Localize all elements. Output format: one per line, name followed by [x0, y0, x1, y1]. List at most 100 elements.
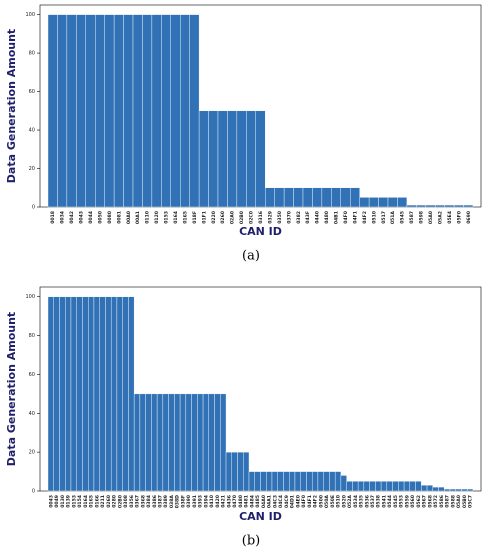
bar — [277, 471, 284, 492]
x-tick-label: 0510 — [336, 495, 342, 508]
x-tick-label: 0545 — [393, 495, 399, 508]
x-tick-label: 0567 — [422, 495, 428, 508]
bar — [368, 197, 379, 208]
x-tick-label: 050A — [324, 495, 330, 509]
bar — [387, 197, 398, 208]
bar — [208, 393, 215, 492]
bar — [208, 110, 219, 208]
y-tick-label: 80 — [29, 333, 35, 339]
bar — [352, 481, 359, 492]
x-tick-label: 038A — [169, 495, 175, 509]
x-tick-label: 0562 — [416, 495, 422, 508]
x-tick-label: 0154 — [77, 495, 83, 508]
bar — [300, 471, 307, 492]
bar — [174, 393, 181, 492]
x-tick-label: 0081 — [116, 211, 122, 224]
x-tick-label: 0166 — [94, 495, 100, 508]
bar — [375, 481, 382, 492]
x-tick-label: 0534 — [353, 495, 359, 508]
x-tick-label: 0420 — [215, 495, 221, 508]
bar — [116, 296, 123, 492]
x-tick-label: 0560 — [410, 495, 416, 508]
x-tick-label: 0260 — [220, 211, 226, 224]
bar — [467, 488, 474, 492]
x-tick-label: 0568 — [427, 495, 433, 508]
bar — [386, 481, 393, 492]
bar — [357, 481, 365, 492]
y-tick-label: 0 — [32, 489, 35, 495]
x-tick-label: 04B1 — [334, 211, 340, 224]
bar — [346, 481, 353, 492]
x-tick-label: 05B0 — [462, 495, 468, 508]
x-tick-label: 0049 — [54, 495, 60, 508]
bar — [170, 14, 181, 208]
x-tick-label: 0165 — [182, 211, 188, 224]
bar — [321, 187, 332, 208]
bar — [76, 14, 86, 208]
bar — [449, 488, 456, 492]
bar — [162, 393, 169, 492]
x-tick-label: 02B0 — [117, 495, 123, 508]
x-axis-label: CAN ID — [239, 510, 282, 523]
bar — [57, 14, 68, 208]
x-tick-label: 050E — [330, 495, 336, 508]
x-tick-label: 0440 — [315, 211, 321, 224]
bar — [444, 204, 455, 208]
bar — [340, 475, 347, 492]
bar — [255, 110, 266, 208]
bar — [331, 187, 341, 208]
y-axis-label: Data Generation Amount — [5, 29, 18, 183]
x-tick-label: 05A0 — [428, 211, 434, 224]
y-axis-label: Data Generation Amount — [5, 312, 18, 466]
y-tick-label: 60 — [29, 372, 35, 378]
bar — [47, 14, 58, 208]
bar — [82, 296, 89, 492]
bar — [65, 296, 72, 492]
x-tick-label: 0587 — [445, 495, 451, 508]
bar — [435, 204, 445, 208]
x-tick-label: 0544 — [387, 495, 393, 508]
x-tick-label: 0481 — [244, 495, 250, 508]
x-tick-label: 0044 — [88, 211, 94, 224]
x-tick-label: 05F0 — [456, 211, 462, 224]
bar — [415, 481, 422, 492]
x-tick-label: 0356 — [129, 495, 135, 508]
x-tick-label: 04E0 — [295, 495, 301, 508]
x-tick-label: 05A2 — [437, 211, 443, 224]
x-tick-label: 0520 — [341, 495, 347, 508]
x-tick-label: 0480 — [324, 211, 330, 224]
x-tick-label: 0153 — [71, 495, 77, 508]
bar — [70, 296, 77, 492]
x-tick-label: 0260 — [106, 495, 112, 508]
bar — [369, 481, 376, 492]
x-tick-label: 0537 — [370, 495, 376, 508]
x-tick-label: 0386 — [152, 495, 158, 508]
x-tick-label: 0536 — [364, 495, 370, 508]
bar — [145, 393, 152, 492]
x-tick-label: 0535 — [359, 495, 365, 508]
x-tick-label: 0384 — [146, 495, 152, 508]
x-tick-label: 04F1 — [352, 211, 358, 224]
x-tick-label: 0510 — [371, 211, 377, 224]
x-tick-label: 05E4 — [447, 211, 453, 224]
x-tick-label: 02C0 — [249, 211, 255, 224]
bar — [133, 393, 141, 492]
bar — [156, 393, 164, 492]
x-tick-label: 0018 — [50, 211, 56, 224]
bar — [189, 14, 200, 208]
y-tick-label: 40 — [29, 128, 35, 134]
bar — [416, 204, 426, 208]
bar — [104, 14, 115, 208]
bar — [403, 481, 411, 492]
bar — [113, 14, 124, 208]
x-tick-label: 0410 — [209, 495, 215, 508]
x-tick-label: 0394 — [203, 495, 209, 508]
bar — [142, 14, 153, 208]
x-tick-label: 04F0 — [343, 211, 349, 224]
x-tick-label: 0110 — [145, 211, 151, 224]
bar — [302, 187, 313, 208]
x-tick-label: 038D — [175, 495, 181, 509]
bar — [59, 296, 66, 492]
bar — [85, 14, 96, 208]
x-tick-label: 04F1 — [307, 495, 313, 508]
